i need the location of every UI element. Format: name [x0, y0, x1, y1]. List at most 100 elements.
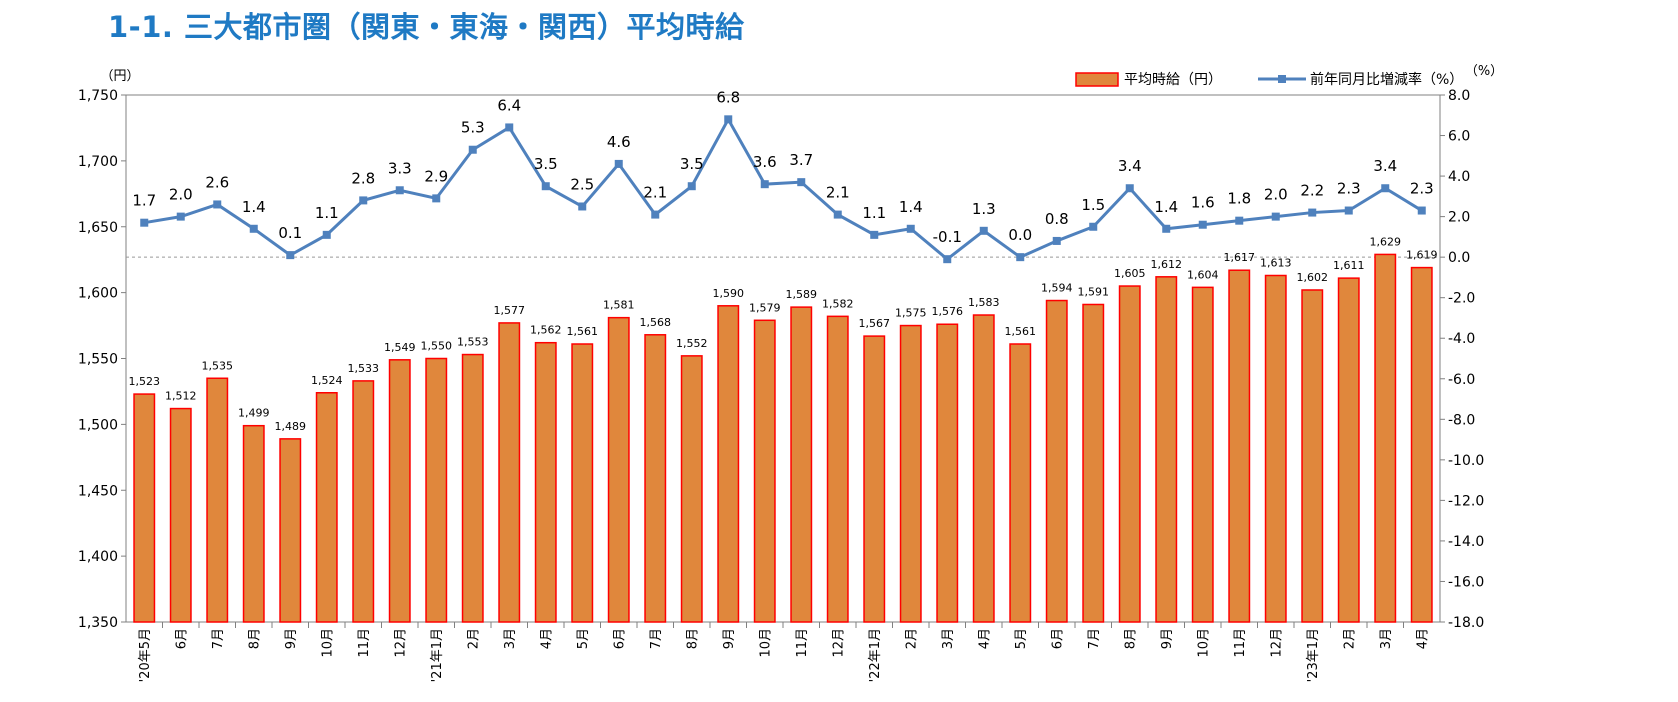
bar: [644, 334, 667, 623]
legend-line-marker: [1278, 75, 1286, 83]
bar: [571, 343, 594, 623]
line-marker: [1016, 253, 1025, 262]
bar: [899, 324, 922, 623]
bar-data-label: 1,568: [640, 316, 672, 329]
line-marker: [286, 251, 295, 260]
line-data-label: 1.6: [1191, 194, 1215, 212]
line-data-label: 3.3: [388, 159, 412, 177]
bar: [169, 407, 192, 623]
x-category-label: 9月: [1160, 628, 1175, 649]
line-data-label: 2.9: [424, 167, 448, 185]
line-data-label: 3.4: [1373, 157, 1397, 175]
x-category-label: 4月: [539, 628, 554, 649]
legend-bar-swatch: [1075, 72, 1119, 87]
bar: [279, 438, 302, 623]
x-category-label: 3月: [941, 628, 956, 649]
x-category-label: 2月: [1342, 628, 1357, 649]
line-marker: [1417, 206, 1426, 215]
x-category-label: 4月: [1415, 628, 1430, 649]
bar-data-label: 1,581: [603, 299, 635, 312]
line-marker: [724, 115, 733, 124]
y-right-tick-label: 0.0: [1448, 250, 1470, 266]
line-marker: [249, 224, 258, 233]
line-marker: [833, 210, 842, 219]
line-data-label: 2.8: [351, 169, 375, 187]
line-marker: [1271, 212, 1280, 221]
line-marker: [213, 200, 222, 209]
x-category-label: 11月: [357, 628, 372, 658]
line-data-label: 2.0: [1264, 186, 1288, 204]
bar: [607, 316, 630, 623]
x-category-label: 12月: [1269, 628, 1284, 658]
x-category-label: '21年1月: [430, 628, 445, 682]
bar: [425, 357, 448, 623]
page-title: 1-1. 三大都市圏（関東・東海・関西）平均時給: [108, 10, 745, 44]
bar: [972, 314, 995, 623]
line-marker: [578, 202, 587, 211]
x-category-label: 4月: [977, 628, 992, 649]
line-data-label: 1.4: [242, 198, 266, 216]
bar-data-label: 1,589: [786, 288, 818, 301]
bar: [680, 355, 703, 623]
y-right-tick-label: -12.0: [1448, 493, 1484, 509]
x-category-label: 8月: [247, 628, 262, 649]
bar-data-label: 1,613: [1260, 256, 1292, 269]
line-data-label: 5.3: [461, 119, 485, 137]
bar: [1337, 277, 1360, 623]
x-category-label: '20年5月: [138, 628, 153, 682]
x-category-label: 3月: [503, 628, 518, 649]
bar-data-label: 1,577: [494, 304, 526, 317]
bar-data-label: 1,629: [1370, 235, 1402, 248]
bar: [352, 380, 375, 623]
line-data-label: 0.1: [278, 224, 302, 242]
y-right-tick-label: 2.0: [1448, 210, 1470, 226]
line-data-label: 1.4: [1154, 198, 1178, 216]
bar: [206, 377, 229, 623]
bar-data-label: 1,617: [1224, 251, 1256, 264]
y-right-tick-label: -10.0: [1448, 453, 1484, 469]
line-marker: [176, 212, 185, 221]
line-data-label: 2.1: [643, 184, 667, 202]
y-left-tick-label: 1,650: [78, 220, 118, 236]
line-marker: [1308, 208, 1317, 217]
y-left-tick-label: 1,750: [78, 88, 118, 104]
line-data-label: 3.7: [789, 151, 813, 169]
bar-data-label: 1,550: [421, 340, 453, 353]
bar: [388, 359, 411, 623]
line-marker: [979, 226, 988, 235]
y-right-tick-label: 4.0: [1448, 169, 1470, 185]
x-category-label: 10月: [1196, 628, 1211, 658]
line-data-label: 4.6: [607, 133, 631, 151]
y-right-tick-label: -2.0: [1448, 291, 1475, 307]
bar-data-label: 1,579: [749, 301, 781, 314]
x-category-label: 2月: [466, 628, 481, 649]
y-right-tick-label: -14.0: [1448, 534, 1484, 550]
bar-data-label: 1,489: [275, 420, 307, 433]
bar: [242, 424, 265, 623]
bar: [826, 315, 849, 623]
bar-data-label: 1,590: [713, 287, 745, 300]
x-category-label: '23年1月: [1306, 628, 1321, 682]
line-marker: [1198, 220, 1207, 229]
line-data-label: 1.8: [1227, 190, 1251, 208]
line-marker: [943, 255, 952, 264]
line-marker: [432, 194, 441, 203]
line-data-label: 1.4: [899, 198, 923, 216]
line-marker: [651, 210, 660, 219]
y-left-unit: （円）: [100, 69, 139, 84]
bar-data-label: 1,594: [1041, 282, 1073, 295]
line-data-label: 0.8: [1045, 210, 1069, 228]
line-marker: [140, 218, 149, 227]
bar-data-label: 1,524: [311, 374, 343, 387]
line-data-label: 6.4: [497, 96, 521, 114]
line-data-label: -0.1: [933, 228, 962, 246]
y-left-tick-label: 1,450: [78, 483, 118, 499]
line-data-label: 3.5: [680, 155, 704, 173]
x-category-label: 6月: [1050, 628, 1065, 649]
line-data-label: 3.4: [1118, 157, 1142, 175]
bar: [1118, 285, 1141, 623]
line-path: [144, 116, 1423, 262]
bar: [315, 392, 338, 623]
bar: [1009, 343, 1032, 623]
